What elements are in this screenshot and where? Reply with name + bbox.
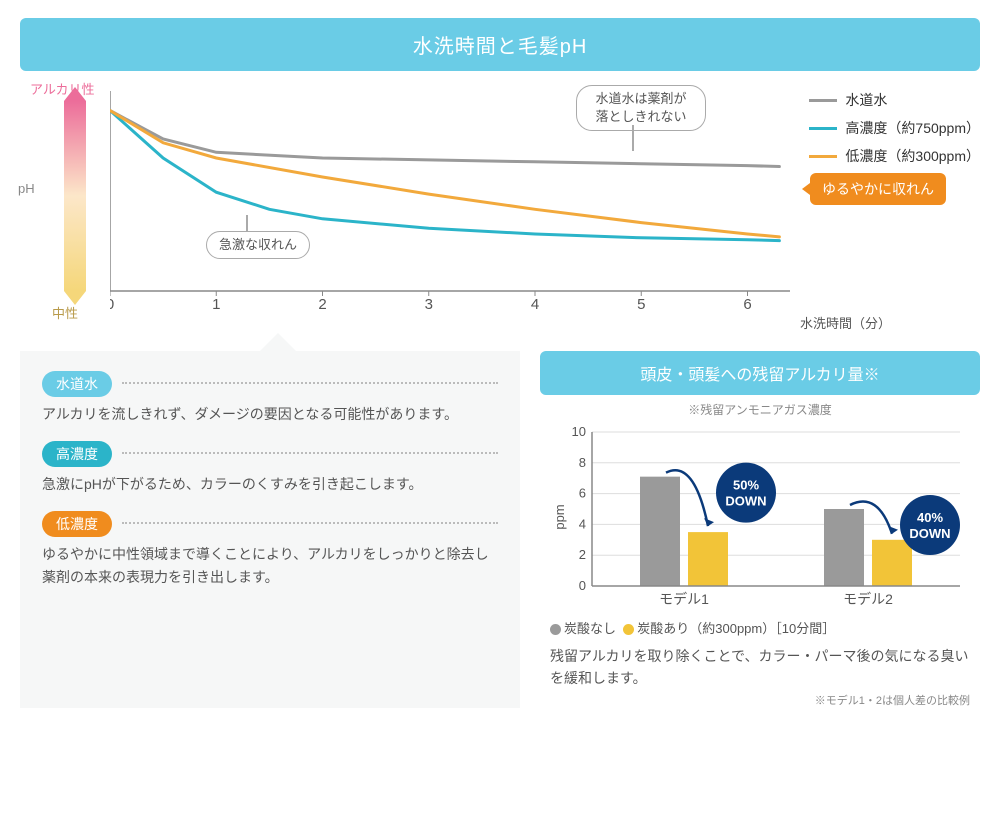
callout-line	[632, 125, 634, 151]
bar-footnote: ※モデル1・2は個人差の比較例	[550, 692, 970, 708]
bar-chart: 0246810ppmモデル150%DOWNモデル240%DOWN	[550, 422, 970, 612]
svg-text:6: 6	[579, 486, 586, 501]
bar-title: 頭皮・頭髪への残留アルカリ量※	[540, 351, 980, 395]
legend-item: 水道水	[809, 90, 980, 110]
svg-text:4: 4	[579, 516, 586, 531]
svg-text:6: 6	[743, 296, 751, 311]
bar-description: 残留アルカリを取り除くことで、カラー・パーマ後の気になる臭いを緩和します。	[550, 645, 970, 690]
dot-icon	[623, 624, 634, 635]
dot-icon	[550, 624, 561, 635]
svg-text:DOWN: DOWN	[909, 526, 950, 541]
desc-text: 急激にpHが下がるため、カラーのくすみを引き起こします。	[42, 473, 498, 497]
svg-text:ppm: ppm	[552, 504, 567, 529]
desc-tag: 低濃度	[42, 511, 112, 537]
bar-panel: 頭皮・頭髪への残留アルカリ量※ ※残留アンモニアガス濃度 0 2 4 6 8 10 ppm モ…	[540, 351, 980, 708]
svg-text:0: 0	[110, 296, 114, 311]
ph-axis-label: pH	[18, 181, 35, 196]
x-axis-label: 水洗時間（分）	[800, 313, 891, 332]
y-label-alkaline: アルカリ性	[30, 79, 94, 98]
desc-text: アルカリを流しきれず、ダメージの要因となる可能性があります。	[42, 403, 498, 427]
legend-item: 低濃度（約300ppm）	[809, 146, 980, 166]
svg-text:10: 10	[572, 424, 586, 439]
callout-gentle: ゆるやかに収れん	[810, 173, 946, 205]
svg-text:モデル1: モデル1	[659, 591, 709, 607]
svg-text:0: 0	[579, 578, 586, 593]
page-title: 水洗時間と毛髪pH	[20, 18, 980, 71]
svg-text:4: 4	[531, 296, 539, 311]
svg-text:モデル2: モデル2	[843, 591, 893, 607]
line-legend: 水道水高濃度（約750ppm） 低濃度（約300ppm）	[809, 90, 980, 174]
svg-text:2: 2	[318, 296, 326, 311]
svg-text:3: 3	[425, 296, 433, 311]
y-label-neutral: 中性	[52, 303, 78, 322]
callout-line	[246, 215, 248, 231]
svg-text:5: 5	[637, 296, 645, 311]
svg-text:2: 2	[579, 547, 586, 562]
svg-text:40%: 40%	[917, 510, 943, 525]
svg-text:8: 8	[579, 455, 586, 470]
svg-text:1: 1	[212, 296, 220, 311]
callout-tapwater: 水道水は薬剤が落としきれない	[576, 85, 706, 131]
desc-tag: 高濃度	[42, 441, 112, 467]
desc-tag: 水道水	[42, 371, 112, 397]
legend-item: 高濃度（約750ppm）	[809, 118, 980, 138]
callout-rapid: 急激な収れん	[206, 231, 310, 259]
desc-text: ゆるやかに中性領域まで導くことにより、アルカリをしっかりと除去し薬剤の本来の表現…	[42, 543, 498, 591]
svg-text:50%: 50%	[733, 478, 759, 493]
bar-legend: 炭酸なし 炭酸あり（約300ppm）［10分間］	[550, 618, 980, 637]
svg-text:DOWN: DOWN	[725, 494, 766, 509]
bar-note: ※残留アンモニアガス濃度	[540, 401, 980, 418]
description-box: 水道水 アルカリを流しきれず、ダメージの要因となる可能性があります。高濃度 急激…	[20, 351, 520, 708]
ph-gradient-bar	[64, 101, 86, 291]
